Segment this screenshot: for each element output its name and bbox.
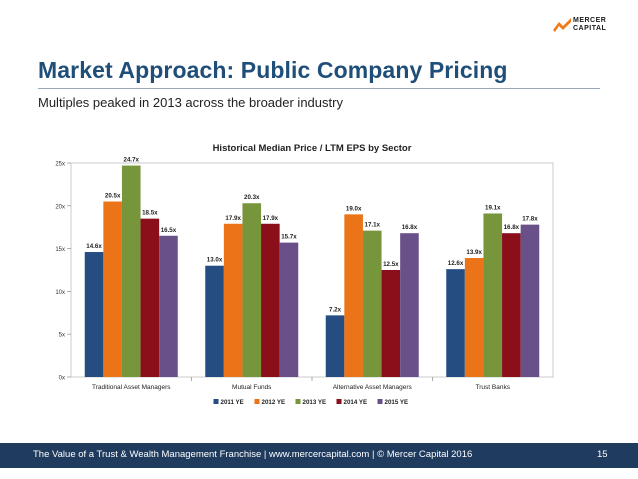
brand-name: MERCER CAPITAL bbox=[573, 17, 606, 33]
data-label: 24.7x bbox=[124, 157, 140, 164]
title-divider bbox=[38, 88, 600, 89]
brand-name-line2: CAPITAL bbox=[573, 25, 607, 32]
bar bbox=[242, 203, 262, 377]
x-tick-label: Traditional Asset Managers bbox=[92, 384, 171, 391]
data-label: 17.1x bbox=[365, 222, 381, 229]
data-label: 15.7x bbox=[281, 234, 297, 241]
bar bbox=[520, 224, 540, 377]
bar bbox=[325, 315, 345, 377]
legend-entry: 2015 YE bbox=[385, 399, 409, 406]
bar bbox=[381, 270, 401, 377]
x-tick-label: Mutual Funds bbox=[232, 384, 272, 391]
data-label: 18.5x bbox=[142, 210, 158, 217]
data-label: 13.0x bbox=[207, 257, 223, 264]
data-label: 19.1x bbox=[485, 205, 501, 212]
legend-entry: 2011 YE bbox=[221, 399, 244, 406]
x-tick-label: Alternative Asset Managers bbox=[333, 384, 413, 391]
bar bbox=[261, 223, 280, 377]
mercer-capital-logo-icon bbox=[553, 18, 571, 32]
legend-swatch bbox=[295, 399, 301, 404]
page-number: 15 bbox=[597, 449, 608, 460]
data-label: 14.6x bbox=[86, 243, 102, 250]
bar bbox=[205, 265, 224, 377]
bar bbox=[362, 230, 382, 377]
data-label: 17.9x bbox=[263, 215, 279, 222]
legend-entry: 2012 YE bbox=[262, 399, 286, 406]
y-tick-label: 25x bbox=[55, 162, 65, 168]
legend-entry: 2013 YE bbox=[303, 399, 327, 406]
bar bbox=[400, 233, 419, 377]
y-tick-label: 15x bbox=[55, 247, 65, 253]
data-label: 16.8x bbox=[402, 224, 418, 231]
data-label: 20.5x bbox=[105, 193, 121, 200]
data-label: 13.9x bbox=[466, 249, 482, 256]
bar bbox=[446, 269, 465, 377]
data-label: 20.3x bbox=[244, 194, 260, 201]
data-label: 16.8x bbox=[504, 224, 520, 231]
legend-entry: 2014 YE bbox=[344, 399, 368, 406]
bar bbox=[121, 165, 141, 377]
legend-swatch bbox=[213, 399, 219, 404]
bar bbox=[279, 242, 299, 377]
y-tick-label: 20x bbox=[55, 204, 65, 210]
bar bbox=[140, 218, 160, 377]
bar bbox=[502, 233, 521, 377]
legend-swatch bbox=[336, 399, 342, 404]
footer-text: The Value of a Trust & Wealth Management… bbox=[33, 449, 473, 460]
legend-swatch bbox=[377, 399, 383, 404]
y-tick-label: 5x bbox=[59, 333, 65, 339]
bar bbox=[483, 213, 503, 377]
y-tick-label: 10x bbox=[55, 290, 65, 296]
data-label: 17.9x bbox=[225, 215, 241, 222]
data-label: 7.2x bbox=[329, 306, 342, 313]
legend-swatch bbox=[254, 399, 260, 404]
footer-bar bbox=[0, 443, 638, 468]
bar bbox=[464, 258, 484, 377]
chart-title: Historical Median Price / LTM EPS by Sec… bbox=[213, 143, 412, 154]
brand-name-line1: MERCER bbox=[573, 17, 607, 24]
bar bbox=[223, 223, 243, 377]
page-subtitle: Multiples peaked in 2013 across the broa… bbox=[38, 95, 343, 110]
y-tick-label: 0x bbox=[59, 376, 65, 382]
data-label: 12.6x bbox=[448, 260, 464, 267]
x-tick-label: Trust Banks bbox=[476, 384, 511, 391]
bar bbox=[84, 252, 104, 377]
page-title: Market Approach: Public Company Pricing bbox=[38, 57, 508, 83]
data-label: 19.0x bbox=[346, 205, 362, 212]
bar bbox=[344, 214, 363, 377]
data-label: 16.5x bbox=[161, 227, 177, 234]
sector-pe-bar-chart: Historical Median Price / LTM EPS by Sec… bbox=[55, 143, 554, 406]
bar bbox=[103, 201, 122, 377]
data-label: 12.5x bbox=[383, 261, 399, 268]
data-label: 17.8x bbox=[522, 216, 538, 223]
bar bbox=[159, 235, 178, 377]
